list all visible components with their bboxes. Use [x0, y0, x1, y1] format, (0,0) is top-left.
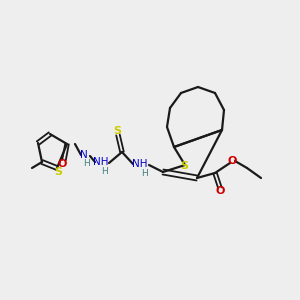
Text: S: S	[113, 126, 121, 136]
Text: NH: NH	[93, 157, 109, 167]
Text: S: S	[54, 167, 62, 177]
Text: H: H	[82, 160, 89, 169]
Text: O: O	[57, 159, 67, 169]
Text: H: H	[102, 167, 108, 176]
Text: O: O	[215, 186, 225, 196]
Text: N: N	[80, 150, 88, 160]
Text: NH: NH	[132, 159, 148, 169]
Text: S: S	[180, 161, 188, 171]
Text: O: O	[227, 156, 237, 166]
Text: H: H	[141, 169, 147, 178]
